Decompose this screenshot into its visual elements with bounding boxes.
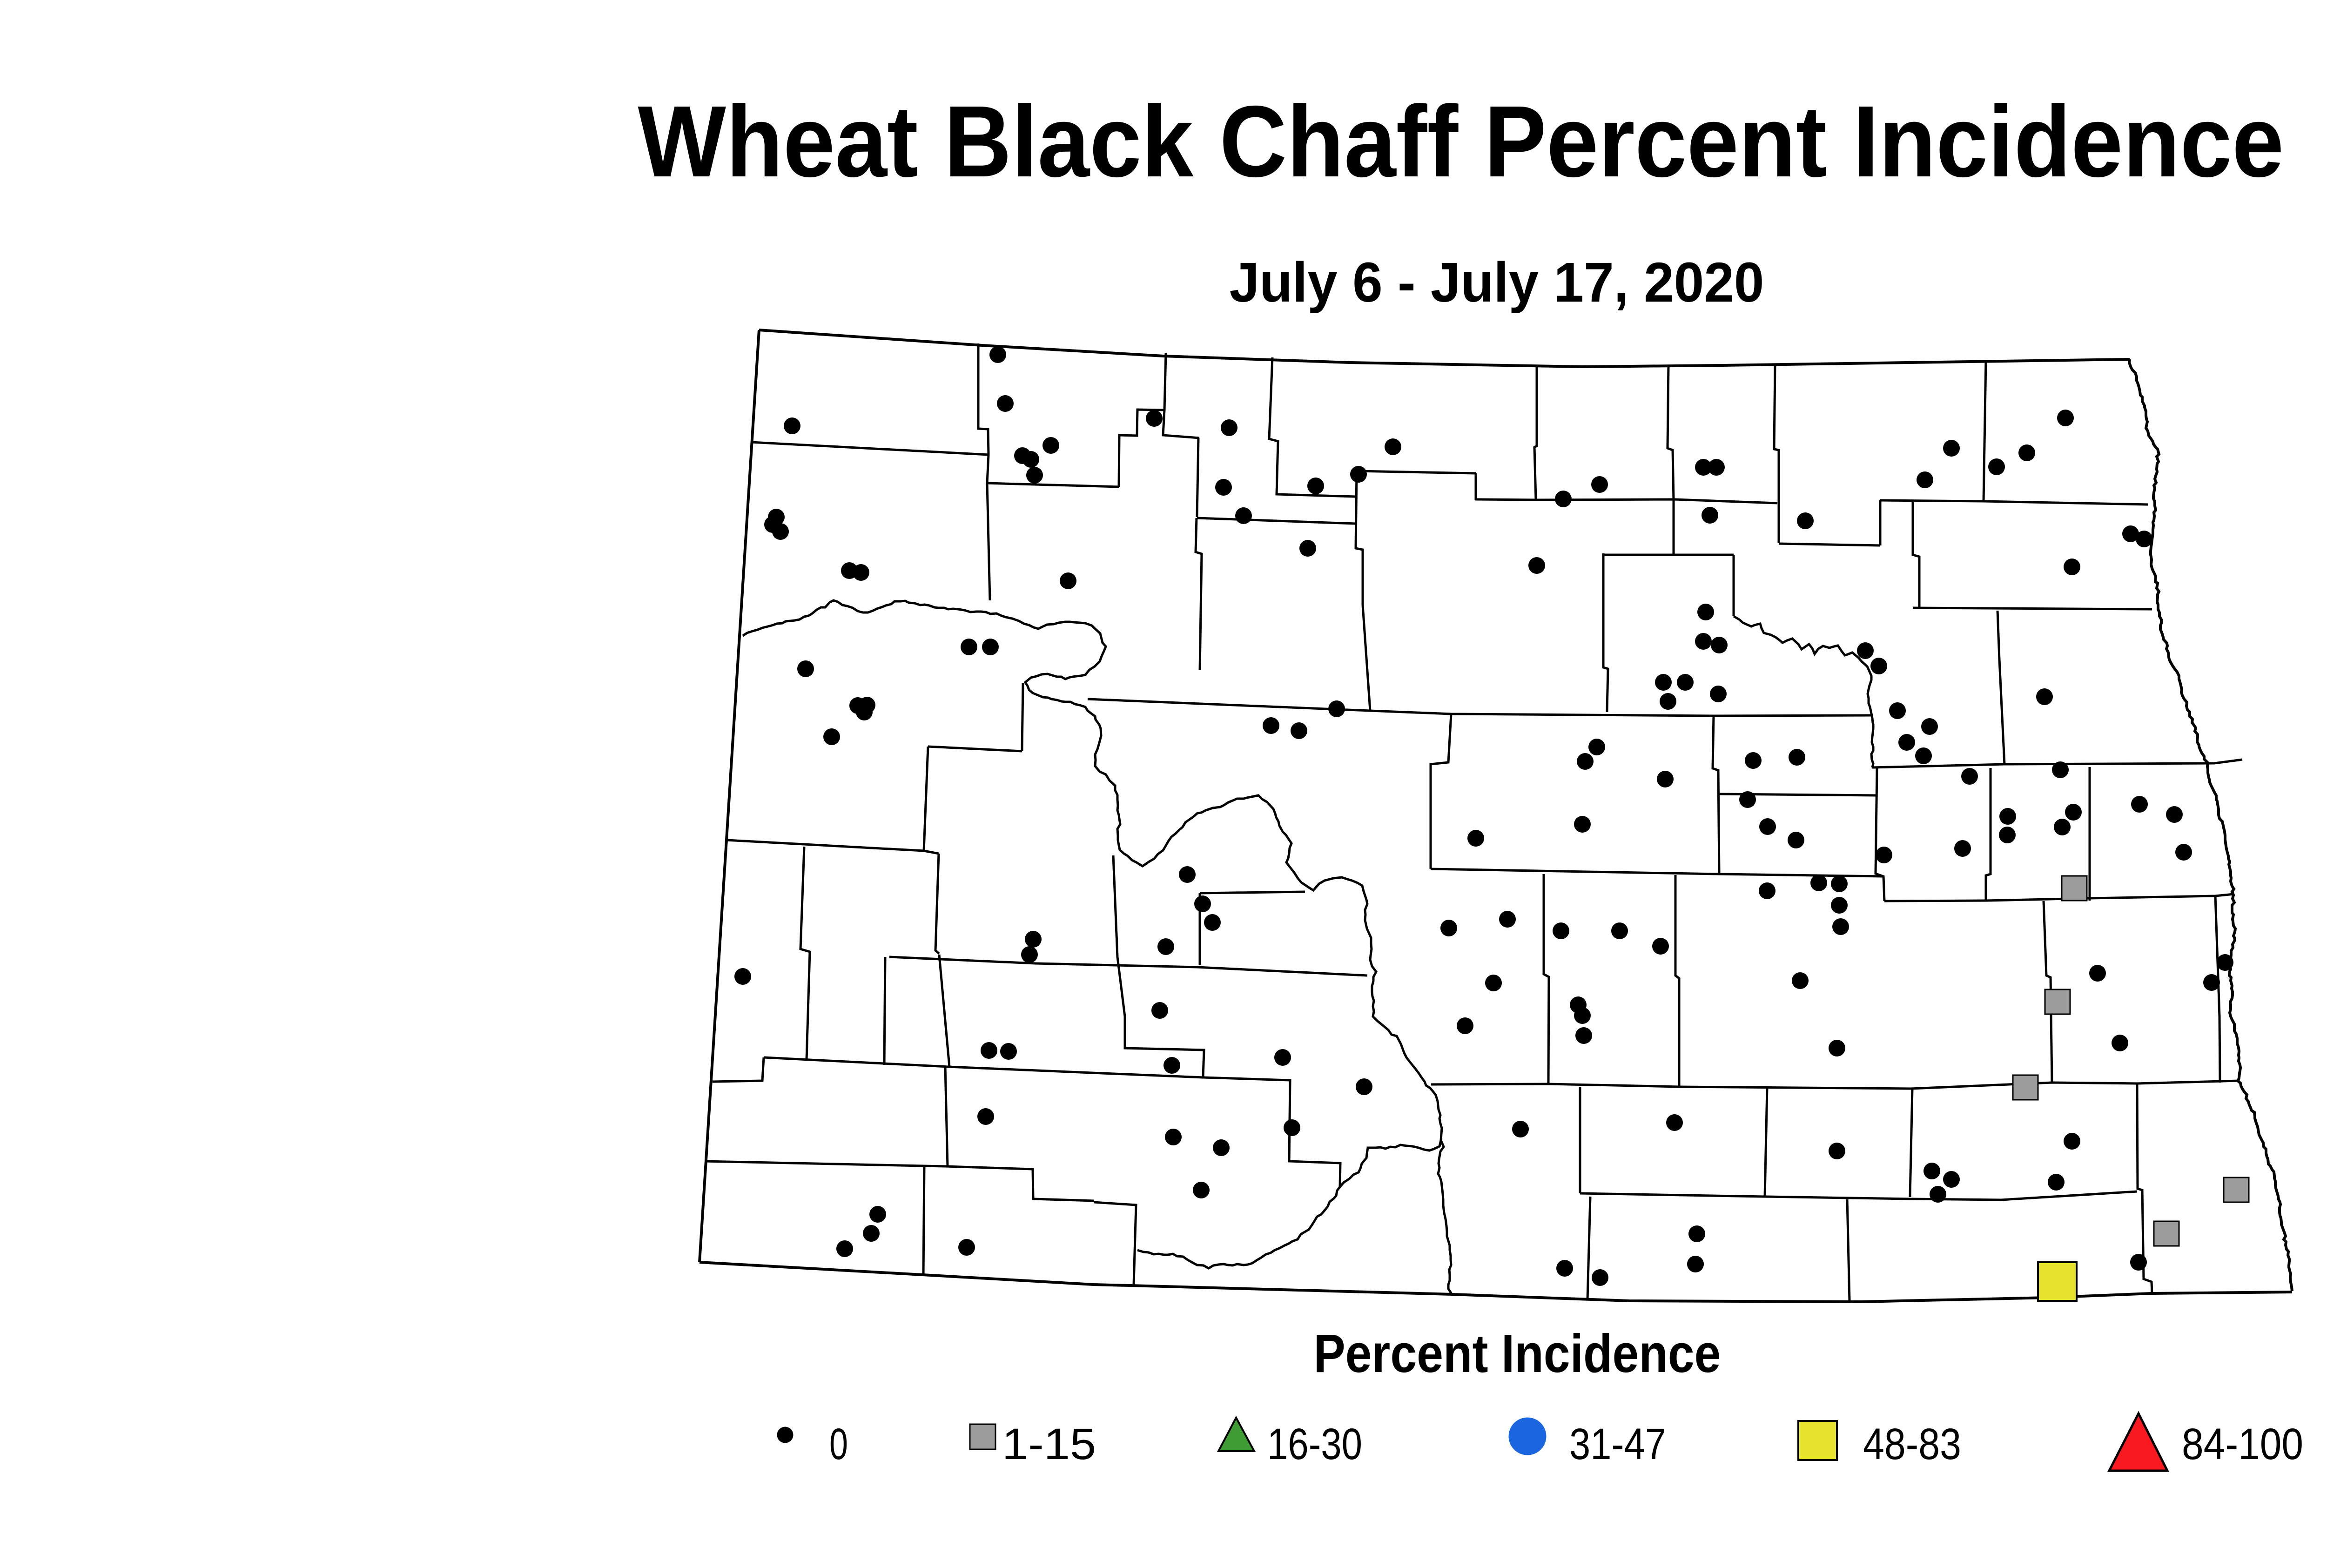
- svg-text:16-30: 16-30: [1267, 1420, 1362, 1469]
- svg-text:48-83: 48-83: [1863, 1420, 1961, 1469]
- svg-text:Wheat Black Chaff Percent Inci: Wheat Black Chaff Percent Incidence: [638, 85, 2284, 198]
- svg-text:1-15: 1-15: [1002, 1420, 1096, 1469]
- svg-text:0: 0: [829, 1420, 848, 1469]
- svg-text:Percent Incidence: Percent Incidence: [1314, 1323, 1721, 1384]
- svg-text:July 6 - July 17, 2020: July 6 - July 17, 2020: [1230, 250, 1764, 314]
- svg-text:31-47: 31-47: [1569, 1420, 1666, 1469]
- svg-text:84-100: 84-100: [2182, 1420, 2303, 1469]
